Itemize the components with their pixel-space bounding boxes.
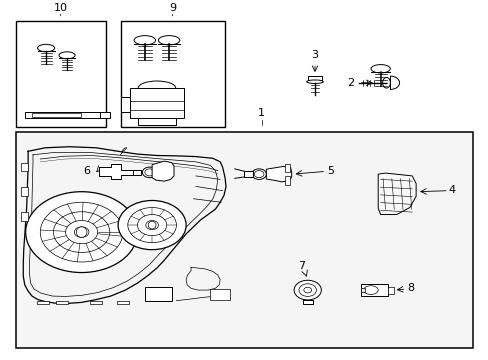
- Text: 7: 7: [298, 261, 305, 271]
- Circle shape: [28, 113, 33, 117]
- Bar: [132, 170, 141, 175]
- Bar: [120, 21, 224, 127]
- Bar: [210, 289, 229, 300]
- Bar: [307, 76, 322, 81]
- Bar: [16, 132, 472, 348]
- Circle shape: [293, 280, 321, 300]
- Bar: [32, 113, 81, 117]
- Ellipse shape: [38, 44, 55, 52]
- Bar: [56, 301, 68, 304]
- Bar: [21, 212, 28, 221]
- Bar: [90, 301, 102, 304]
- Bar: [138, 118, 175, 125]
- Ellipse shape: [59, 52, 75, 59]
- Bar: [21, 188, 28, 196]
- Polygon shape: [377, 173, 415, 215]
- Text: 8: 8: [407, 283, 414, 293]
- Text: 2: 2: [346, 78, 353, 88]
- Bar: [37, 301, 48, 304]
- Text: 3: 3: [311, 50, 318, 60]
- Ellipse shape: [306, 80, 323, 84]
- Polygon shape: [152, 161, 174, 181]
- Bar: [16, 21, 106, 127]
- Ellipse shape: [76, 227, 87, 237]
- Ellipse shape: [134, 36, 155, 45]
- Bar: [21, 163, 28, 171]
- Bar: [244, 171, 253, 177]
- Text: 6: 6: [83, 166, 90, 176]
- Bar: [100, 112, 110, 118]
- Bar: [285, 176, 289, 185]
- Circle shape: [26, 192, 137, 273]
- Ellipse shape: [148, 221, 156, 229]
- Text: 1: 1: [258, 108, 264, 118]
- Bar: [361, 284, 387, 296]
- Bar: [121, 97, 130, 112]
- Ellipse shape: [382, 77, 389, 88]
- Polygon shape: [99, 163, 132, 179]
- Bar: [117, 301, 128, 304]
- Ellipse shape: [251, 169, 266, 179]
- Bar: [25, 112, 100, 118]
- Ellipse shape: [370, 64, 389, 73]
- Bar: [302, 300, 312, 304]
- Bar: [361, 288, 365, 292]
- Bar: [144, 287, 171, 301]
- Text: 4: 4: [448, 185, 455, 195]
- Ellipse shape: [158, 36, 180, 45]
- Text: 9: 9: [169, 3, 176, 13]
- Ellipse shape: [142, 167, 157, 177]
- Polygon shape: [266, 166, 291, 182]
- Bar: [130, 88, 183, 118]
- Bar: [387, 287, 393, 294]
- Circle shape: [118, 201, 186, 250]
- Text: 5: 5: [326, 166, 333, 176]
- Text: 10: 10: [54, 3, 67, 13]
- Bar: [285, 163, 289, 172]
